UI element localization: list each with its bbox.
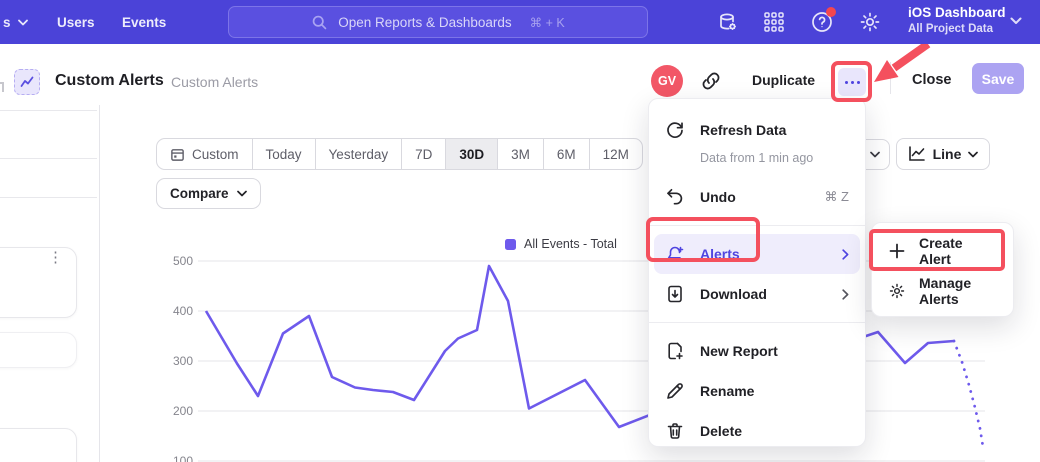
range-7d[interactable]: 7D [402, 139, 446, 169]
range-yesterday[interactable]: Yesterday [316, 139, 403, 169]
divider [649, 322, 865, 323]
divider [890, 62, 891, 94]
new-report-icon [665, 341, 685, 361]
range-12m[interactable]: 12M [590, 139, 642, 169]
bell-plus-icon [665, 244, 685, 264]
compare-dropdown[interactable]: Compare [156, 178, 261, 209]
range-today[interactable]: Today [253, 139, 316, 169]
link-icon [699, 69, 723, 93]
range-custom[interactable]: Custom [157, 139, 253, 169]
menu-item-refresh-sublabel: Data from 1 min ago [649, 147, 865, 169]
copy-link-button[interactable] [699, 69, 723, 93]
chart-type-dropdown[interactable]: Line [896, 138, 990, 170]
page-title: Custom Alerts [55, 72, 164, 90]
menu-item-rename[interactable]: Rename [649, 371, 865, 411]
chevron-down-icon [1010, 17, 1022, 25]
chevron-right-icon [842, 289, 849, 300]
chevron-down-icon [18, 19, 28, 26]
download-icon [665, 284, 685, 304]
gear-icon [888, 282, 906, 300]
legend-swatch [505, 239, 516, 250]
menu-item-alerts[interactable]: Alerts [654, 234, 860, 274]
more-options-button[interactable] [838, 68, 866, 96]
chevron-down-icon [968, 151, 978, 158]
dashboard-card-partial[interactable] [0, 428, 77, 462]
range-3m[interactable]: 3M [498, 139, 544, 169]
legend-label: All Events - Total [524, 237, 617, 251]
data-settings-icon[interactable] [716, 10, 740, 34]
nav-item-truncated[interactable]: s [3, 0, 28, 44]
chevron-right-icon [842, 249, 849, 260]
range-6m[interactable]: 6M [544, 139, 590, 169]
line-chart-icon [908, 146, 926, 162]
nav-item-users[interactable]: Users [57, 0, 95, 44]
undo-shortcut: ⌘ Z [824, 189, 849, 205]
report-options-menu: Refresh Data Data from 1 min ago Undo ⌘ … [648, 98, 866, 447]
submenu-item-manage-alerts[interactable]: Manage Alerts [872, 271, 1013, 311]
divider [0, 197, 97, 198]
avatar[interactable]: GV [651, 65, 683, 97]
svg-text:400: 400 [173, 304, 193, 318]
search-shortcut: ⌘ + K [530, 15, 565, 30]
menu-item-delete[interactable]: Delete [649, 411, 865, 451]
menu-item-refresh-data[interactable]: Refresh Data [649, 113, 865, 147]
svg-text:200: 200 [173, 404, 193, 418]
svg-text:100: 100 [173, 454, 193, 462]
search-icon [311, 14, 328, 31]
date-range-selector: Custom Today Yesterday 7D 30D 3M 6M 12M [156, 138, 643, 170]
chart-legend: All Events - Total [505, 237, 617, 251]
line-chart-icon [19, 74, 35, 90]
help-icon[interactable] [810, 10, 834, 34]
divider [0, 158, 97, 159]
divider [0, 110, 97, 111]
trash-icon [665, 421, 685, 441]
svg-text:300: 300 [173, 354, 193, 368]
report-type-icon [14, 69, 40, 95]
breadcrumb: Custom Alerts [171, 74, 258, 90]
kebab-menu-icon[interactable]: ⋮ [48, 255, 63, 261]
close-button[interactable]: Close [912, 72, 952, 88]
refresh-icon [665, 120, 685, 140]
menu-item-new-report[interactable]: New Report [649, 331, 865, 371]
apps-grid-icon[interactable] [762, 10, 786, 34]
chevron-down-icon [237, 190, 247, 197]
save-button[interactable]: Save [972, 63, 1024, 94]
pencil-icon [665, 381, 685, 401]
range-30d-selected[interactable]: 30D [446, 139, 498, 169]
nav-item-events[interactable]: Events [122, 0, 166, 44]
alerts-submenu: Create Alert Manage Alerts [871, 222, 1014, 317]
menu-item-download[interactable]: Download [649, 274, 865, 314]
undo-icon [665, 187, 685, 207]
left-sidebar: ⋮ [0, 105, 100, 462]
cutoff-element [0, 82, 4, 92]
dashboard-card-partial[interactable] [0, 332, 77, 368]
divider [649, 225, 865, 226]
dashboard-card-partial[interactable] [0, 247, 77, 318]
submenu-item-create-alert[interactable]: Create Alert [872, 231, 1013, 271]
menu-item-undo[interactable]: Undo ⌘ Z [649, 177, 865, 217]
nav-item-truncated-label: s [3, 15, 11, 30]
notification-dot [826, 7, 836, 17]
settings-gear-icon[interactable] [858, 10, 882, 34]
search-placeholder: Open Reports & Dashboards [338, 15, 511, 30]
plus-icon [888, 242, 906, 260]
duplicate-button[interactable]: Duplicate [752, 72, 815, 88]
global-search-input[interactable]: Open Reports & Dashboards ⌘ + K [228, 6, 648, 38]
top-navigation-bar: s Users Events Open Reports & Dashboards… [0, 0, 1040, 44]
svg-text:500: 500 [173, 254, 193, 268]
calendar-icon [170, 147, 185, 162]
chevron-down-icon [870, 151, 880, 158]
